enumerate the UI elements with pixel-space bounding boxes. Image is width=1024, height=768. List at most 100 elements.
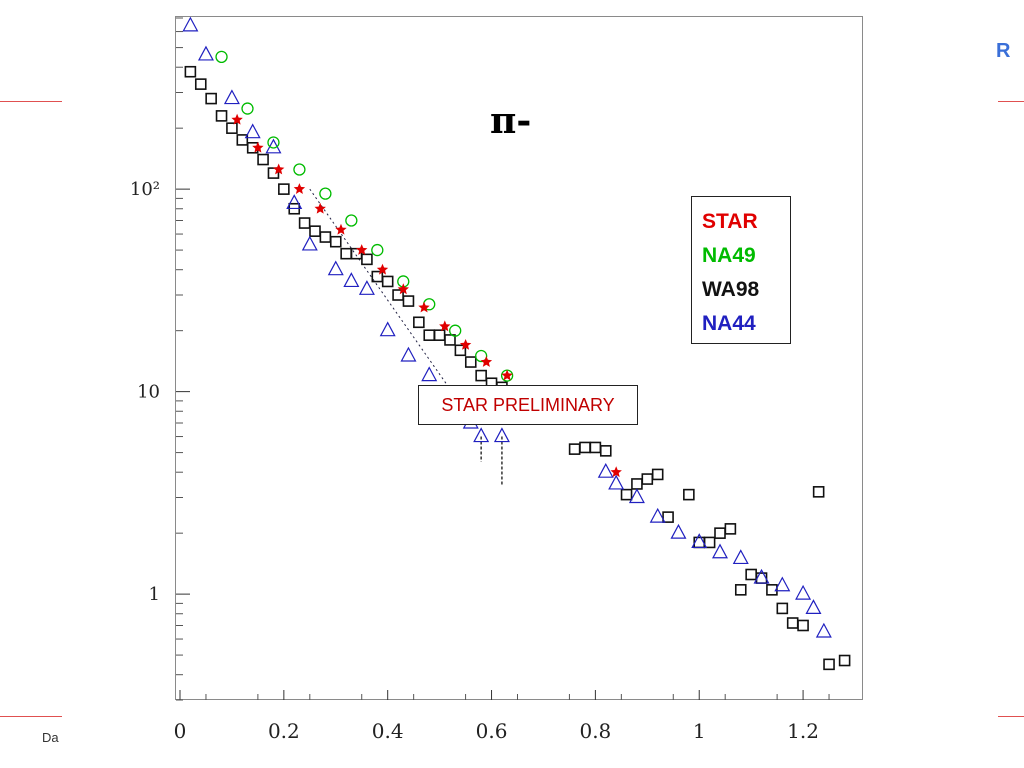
na44-point — [473, 427, 490, 443]
wa98-point — [413, 316, 425, 329]
star-point — [272, 163, 285, 175]
na44-point — [732, 549, 749, 565]
na49-point — [371, 243, 384, 257]
na44-point — [493, 427, 510, 443]
wa98-point — [620, 488, 633, 501]
na44-point — [197, 45, 214, 61]
na44-point — [343, 272, 360, 288]
na44-point — [670, 523, 687, 539]
wa98-point — [402, 295, 415, 307]
wa98-point — [838, 654, 851, 667]
wa98-point — [464, 356, 477, 368]
wa98-point — [693, 536, 706, 549]
wa98-point — [392, 289, 404, 301]
x-tick-label: 0.4 — [372, 719, 404, 743]
wa98-point — [340, 247, 352, 260]
wa98-point — [641, 473, 654, 485]
na44-point — [358, 280, 375, 295]
wa98-point — [454, 344, 467, 357]
footer-fragment: Da — [42, 730, 59, 745]
wa98-point — [444, 334, 456, 346]
na49-point — [319, 187, 332, 200]
na44-point — [301, 235, 318, 251]
wa98-point — [766, 584, 778, 596]
star-point — [459, 339, 472, 350]
wa98-point — [734, 584, 747, 596]
legend-entry-wa98: WA98 — [702, 278, 760, 301]
x-tick-label: 1.2 — [787, 719, 819, 743]
na44-point — [223, 89, 240, 105]
na44-point — [421, 366, 438, 382]
wa98-point — [703, 536, 716, 549]
wa98-point — [298, 217, 311, 229]
slide-rule-top-right — [998, 101, 1024, 102]
star-point — [376, 263, 389, 275]
wa98-point — [257, 153, 269, 166]
na44-point — [379, 321, 396, 337]
x-tick-label: 1 — [693, 719, 706, 743]
na44-point — [400, 346, 417, 362]
x-tick-label: 0.2 — [268, 719, 300, 743]
wa98-point — [589, 441, 602, 454]
wa98-point — [381, 275, 394, 288]
na44-point — [182, 16, 199, 32]
x-tick-label: 0.6 — [476, 719, 508, 743]
wa98-point — [309, 225, 321, 237]
wa98-point — [812, 486, 825, 498]
star-point — [252, 141, 264, 153]
y-tick-label: 10² — [130, 179, 160, 200]
wa98-point — [319, 231, 332, 243]
wa98-point — [475, 369, 487, 382]
na49-point — [293, 163, 306, 176]
na44-point — [649, 507, 666, 523]
na49-point — [475, 349, 488, 363]
legend-entry-na44: NA44 — [702, 312, 756, 335]
wa98-point — [745, 568, 757, 581]
logo-fragment: R — [996, 40, 1011, 62]
plot-frame — [175, 16, 863, 700]
na44-point — [711, 543, 729, 559]
na49-point — [267, 136, 280, 149]
x-tick-label: 0.8 — [579, 719, 611, 743]
legend: STAR NA49 WA98 NA44 — [691, 196, 791, 344]
star-point — [418, 301, 430, 313]
na44-point — [628, 488, 645, 504]
na49-point — [215, 50, 228, 64]
star-point — [335, 223, 347, 235]
wa98-point — [236, 134, 249, 146]
slide-rule-top-left — [0, 101, 62, 102]
wa98-point — [215, 110, 228, 122]
wa98-point — [226, 122, 238, 134]
wa98-point — [361, 253, 373, 266]
star-point — [293, 183, 306, 194]
star-point — [356, 244, 368, 255]
wa98-point — [568, 443, 581, 455]
na44-point — [244, 123, 261, 139]
wa98-point — [423, 329, 436, 341]
wa98-point — [797, 619, 809, 632]
na44-point — [286, 194, 303, 210]
wa98-point — [194, 78, 207, 90]
chart-title: π- — [490, 100, 532, 142]
wa98-point — [662, 511, 674, 523]
preliminary-label: STAR PRELIMINARY — [418, 385, 638, 425]
na44-point — [608, 474, 625, 490]
na44-point — [597, 462, 614, 478]
wa98-point — [631, 478, 643, 490]
na44-point — [805, 599, 822, 615]
wa98-point — [714, 527, 726, 539]
wa98-point — [651, 468, 664, 481]
wa98-point — [329, 235, 342, 248]
slide-rule-bottom-left — [0, 716, 62, 717]
na49-point — [449, 324, 462, 337]
wa98-point — [776, 602, 789, 615]
x-tick-label: 0 — [174, 719, 187, 743]
wa98-point — [278, 183, 290, 195]
wa98-point — [599, 445, 612, 457]
wa98-point — [786, 617, 799, 629]
na44-point — [691, 533, 708, 549]
star-point — [480, 356, 493, 367]
legend-entry-star: STAR — [702, 210, 758, 233]
star-point — [397, 283, 409, 295]
wa98-point — [205, 92, 217, 105]
